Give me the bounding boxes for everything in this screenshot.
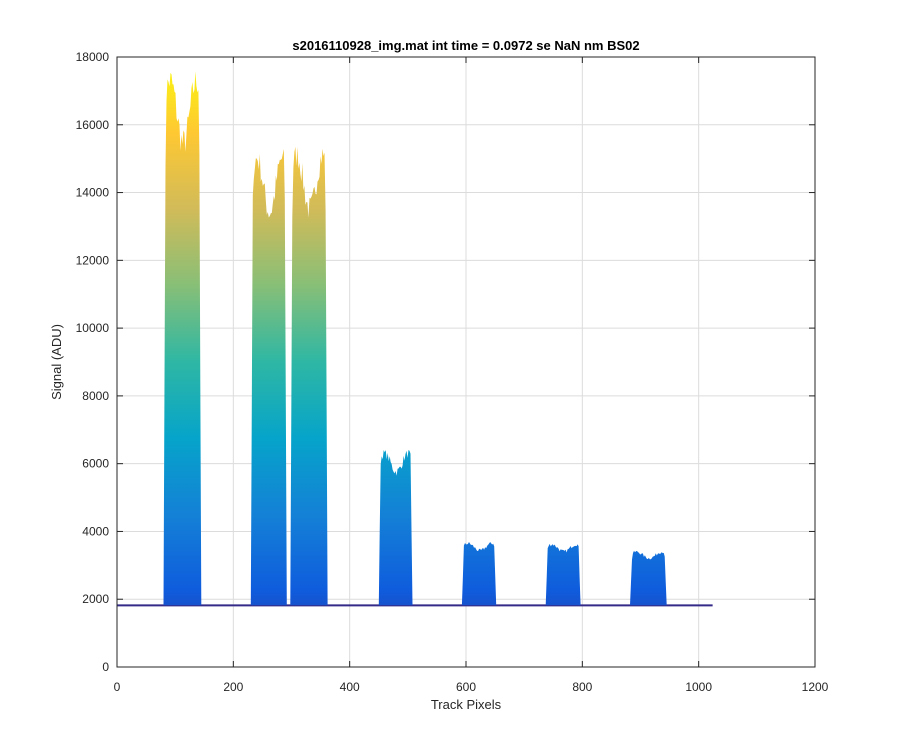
y-tick-label: 10000: [76, 321, 110, 335]
x-tick-label: 1200: [802, 680, 829, 694]
y-tick-label: 16000: [76, 118, 110, 132]
y-axis-title: Signal (ADU): [49, 324, 64, 400]
y-tick-label: 2000: [82, 592, 109, 606]
x-axis-title: Track Pixels: [431, 697, 502, 712]
x-tick-label: 400: [340, 680, 360, 694]
signal-peak: [378, 450, 413, 606]
x-tick-label: 0: [114, 680, 121, 694]
x-tick-label: 1000: [685, 680, 712, 694]
y-tick-label: 14000: [76, 186, 110, 200]
x-tick-label: 600: [456, 680, 476, 694]
x-tick-label: 200: [223, 680, 243, 694]
y-tick-label: 8000: [82, 389, 109, 403]
signal-peak: [461, 542, 497, 606]
signal-peak: [250, 149, 287, 606]
x-axis: 0 200 400 600 800 1000 1200: [114, 57, 829, 694]
y-tick-label: 4000: [82, 524, 109, 538]
chart-title: s2016110928_img.mat int time = 0.0972 se…: [292, 38, 639, 53]
y-tick-label: 12000: [76, 253, 110, 267]
signal-peak: [290, 146, 328, 606]
y-axis: 0 2000 4000 6000 8000 10000 12000 14000 16000 180…: [76, 50, 815, 674]
signal-peak: [545, 543, 581, 606]
y-tick-label: 6000: [82, 457, 109, 471]
signal-peak: [163, 71, 202, 606]
x-tick-label: 800: [572, 680, 592, 694]
signal-series: [117, 71, 713, 607]
y-tick-label: 18000: [76, 50, 110, 64]
signal-peak: [630, 550, 667, 606]
y-tick-label: 0: [102, 660, 109, 674]
